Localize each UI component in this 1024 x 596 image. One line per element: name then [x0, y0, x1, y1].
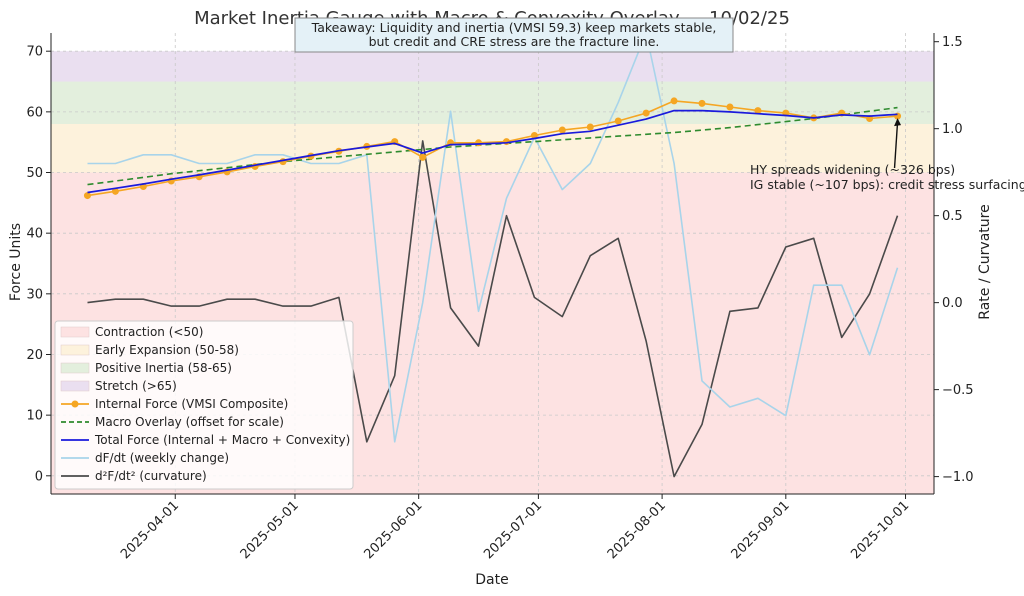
series-0-point-19: [614, 117, 622, 125]
legend-swatch-2: [60, 362, 90, 374]
takeaway-line-2: but credit and CRE stress are the fractu…: [369, 34, 660, 49]
legend-label-3: Stretch (>65): [95, 379, 177, 393]
y-tick-label-right-3: 0.5: [942, 209, 963, 224]
y-tick-label-left-4: 40: [26, 227, 43, 242]
y-tick-label-right-5: 1.5: [942, 35, 963, 50]
legend-label-5: Macro Overlay (offset for scale): [95, 415, 284, 429]
takeaway-box: Takeaway: Liquidity and inertia (VMSI 59…: [294, 17, 734, 53]
series-0-point-0: [83, 192, 91, 200]
x-tick-label-5: 2025-09-01: [729, 498, 793, 562]
band-1: [51, 123, 934, 173]
series-line-3: [87, 32, 899, 443]
series-0-point-21: [670, 97, 678, 105]
y-tick-label-left-7: 70: [26, 45, 43, 60]
legend-box: [54, 320, 354, 490]
y-axis-title-right: Rate / Curvature: [977, 204, 993, 319]
legend-label-0: Contraction (<50): [95, 325, 203, 339]
series-0-point-1: [111, 187, 119, 195]
x-tick-label-6: 2025-10-01: [848, 498, 912, 562]
y-tick-label-left-2: 20: [26, 348, 43, 363]
y-tick-label-right-2: 0.0: [942, 296, 963, 311]
legend-marker-4: [71, 400, 79, 408]
y-axis-title-left: Force Units: [8, 223, 24, 301]
y-tick-label-left-6: 60: [26, 105, 43, 120]
y-tick-label-left-3: 30: [26, 287, 43, 302]
legend-label-4: Internal Force (VMSI Composite): [95, 397, 288, 411]
y-tick-label-right-1: −0.5: [942, 383, 974, 398]
legend-label-2: Positive Inertia (58-65): [95, 361, 232, 375]
hy-annotation: HY spreads widening (~326 bps) IG stable…: [750, 118, 1024, 192]
y-tick-label-right-4: 1.0: [942, 122, 963, 137]
takeaway-line-1: Takeaway: Liquidity and inertia (VMSI 59…: [311, 20, 717, 35]
legend-swatch-0: [60, 326, 90, 338]
hy-annotation-line-2: IG stable (~107 bps): credit stress surf…: [750, 177, 1024, 192]
legend-label-6: Total Force (Internal + Macro + Convexit…: [94, 433, 350, 447]
series-0-point-12: [419, 153, 427, 161]
series-0-point-16: [530, 132, 538, 140]
y-tick-label-left-5: 50: [26, 166, 43, 181]
x-tick-label-3: 2025-07-01: [481, 498, 545, 562]
hy-annotation-arrow: [893, 122, 899, 169]
x-axis-title: Date: [475, 572, 508, 588]
series-0-point-17: [558, 126, 566, 134]
y-tick-label-left-0: 0: [35, 469, 43, 484]
hy-annotation-line-1: HY spreads widening (~326 bps): [750, 162, 955, 177]
legend-label-8: d²F/dt² (curvature): [95, 469, 207, 483]
y-tick-label-right-0: −1.0: [942, 470, 974, 485]
series-0-point-23: [726, 103, 734, 111]
series-0-point-18: [586, 123, 594, 131]
band-3: [51, 51, 934, 82]
series-0-point-20: [642, 109, 650, 117]
x-tick-label-4: 2025-08-01: [605, 498, 669, 562]
series-0-point-14: [475, 139, 483, 147]
x-tick-label-0: 2025-04-01: [118, 498, 182, 562]
y-tick-label-left-1: 10: [26, 409, 43, 424]
legend-label-7: dF/dt (weekly change): [95, 451, 229, 465]
series-line-4: [87, 140, 899, 478]
series-lines: [83, 32, 902, 478]
series-line-1: [87, 106, 898, 186]
series-line-2: [87, 109, 898, 194]
x-tick-label-2: 2025-06-01: [361, 498, 425, 562]
series-line-0: [87, 100, 898, 197]
legend: Contraction (<50) Early Expansion (50-58)…: [54, 320, 354, 490]
hy-annotation-arrowhead: [894, 118, 902, 127]
band-2: [51, 81, 934, 124]
series-0-point-22: [698, 99, 706, 107]
legend-swatch-1: [60, 344, 90, 356]
legend-label-1: Early Expansion (50-58): [95, 343, 239, 357]
legend-swatch-3: [60, 380, 90, 392]
series-0-point-24: [754, 107, 762, 115]
x-tick-label-1: 2025-05-01: [238, 498, 302, 562]
